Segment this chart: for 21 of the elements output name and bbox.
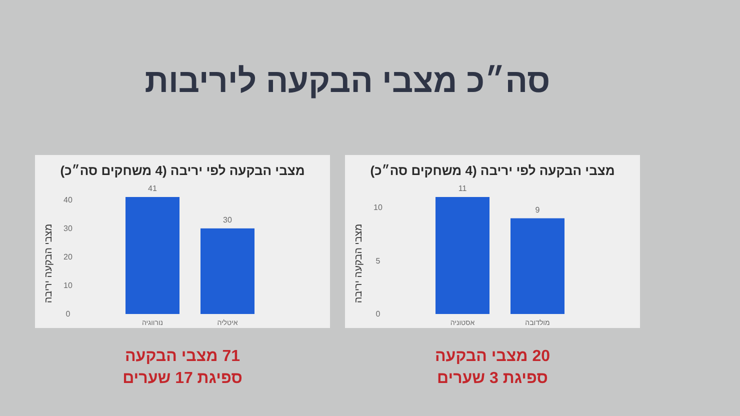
ytick: 30: [64, 224, 72, 233]
ytick: 40: [64, 195, 72, 204]
annotation: 71 מצבי הבקעה: [125, 348, 240, 365]
data-label: 41: [148, 184, 157, 193]
ylabel: מצבי הבקעה יריבה: [354, 224, 364, 304]
data-label: 11: [458, 184, 467, 193]
data-label: 30: [223, 215, 232, 224]
title: מצבי הבקעה לפי יריבה (4 משחקים סה״כ): [370, 163, 615, 178]
title: מצבי הבקעה לפי יריבה (4 משחקים סה״כ): [60, 163, 305, 178]
ytick: 0: [376, 310, 380, 318]
title: סה״כ מצבי הבקעה ליריבות: [144, 62, 550, 99]
ytick: 10: [374, 203, 382, 212]
ytick: 10: [64, 280, 72, 290]
annotation: ספיגת 17 שערים: [122, 370, 242, 387]
annotation: ספיגת 3 שערים: [437, 370, 548, 387]
ytick: 20: [64, 252, 72, 262]
ytick: 0: [66, 310, 70, 318]
ytick: 5: [376, 256, 380, 266]
ylabel: מצבי הבקעה יריבה: [44, 224, 54, 304]
data-label: 9: [535, 205, 540, 214]
annotation: 20 מצבי הבקעה: [435, 348, 550, 365]
